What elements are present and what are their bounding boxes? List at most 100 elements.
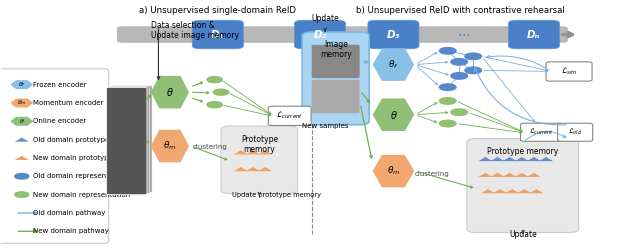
Text: $\theta_f$: $\theta_f$	[18, 80, 26, 89]
Polygon shape	[246, 150, 260, 154]
FancyBboxPatch shape	[107, 87, 147, 195]
Polygon shape	[15, 138, 29, 142]
Text: Old domain pathway: Old domain pathway	[33, 210, 106, 216]
Polygon shape	[515, 157, 529, 161]
Polygon shape	[10, 117, 33, 126]
Text: $\mathcal{L}_{old}$: $\mathcal{L}_{old}$	[568, 127, 582, 137]
Polygon shape	[517, 189, 531, 193]
FancyBboxPatch shape	[312, 80, 360, 113]
Circle shape	[465, 53, 481, 59]
Circle shape	[213, 89, 228, 95]
Polygon shape	[529, 189, 543, 193]
Polygon shape	[478, 173, 492, 177]
FancyBboxPatch shape	[467, 139, 579, 233]
FancyBboxPatch shape	[107, 87, 147, 195]
FancyBboxPatch shape	[557, 123, 593, 141]
Text: Dₙ: Dₙ	[527, 29, 541, 40]
Text: Update: Update	[311, 14, 339, 23]
Text: $\mathcal{L}_{current}$: $\mathcal{L}_{current}$	[276, 110, 303, 121]
Text: Prototype memory: Prototype memory	[488, 147, 559, 156]
FancyBboxPatch shape	[302, 32, 369, 125]
Text: $\theta_m$: $\theta_m$	[17, 99, 27, 107]
FancyBboxPatch shape	[221, 126, 298, 194]
Polygon shape	[505, 189, 519, 193]
Text: New domain prototype: New domain prototype	[33, 155, 113, 161]
Text: $\theta$: $\theta$	[166, 86, 174, 98]
Text: clustering: clustering	[415, 171, 449, 177]
FancyBboxPatch shape	[508, 20, 559, 49]
FancyBboxPatch shape	[112, 85, 152, 193]
Polygon shape	[246, 167, 260, 171]
Text: b) Unsupervised ReID with contrastive rehearsal: b) Unsupervised ReID with contrastive re…	[356, 6, 565, 15]
Polygon shape	[527, 173, 541, 177]
Text: Old domain representation: Old domain representation	[33, 173, 127, 179]
Polygon shape	[10, 80, 33, 89]
FancyBboxPatch shape	[109, 86, 150, 194]
Polygon shape	[478, 157, 492, 161]
Text: $\mathcal{L}_{sim}$: $\mathcal{L}_{sim}$	[561, 66, 577, 77]
Polygon shape	[234, 150, 248, 154]
Text: a) Unsupervised single-domain ReID: a) Unsupervised single-domain ReID	[140, 6, 296, 15]
Polygon shape	[539, 157, 553, 161]
Text: $\theta_m$: $\theta_m$	[387, 165, 400, 177]
Polygon shape	[481, 189, 495, 193]
Polygon shape	[490, 157, 504, 161]
Circle shape	[440, 120, 456, 127]
Polygon shape	[151, 130, 189, 162]
Circle shape	[440, 84, 456, 90]
Polygon shape	[234, 167, 248, 171]
Polygon shape	[258, 167, 272, 171]
Text: ⋯: ⋯	[458, 28, 470, 41]
Polygon shape	[372, 99, 414, 131]
Polygon shape	[490, 173, 504, 177]
FancyBboxPatch shape	[546, 62, 592, 81]
Text: Online encoder: Online encoder	[33, 118, 86, 124]
Circle shape	[451, 109, 467, 115]
FancyBboxPatch shape	[294, 20, 346, 49]
Text: $\theta$: $\theta$	[390, 109, 397, 121]
FancyBboxPatch shape	[312, 45, 360, 78]
Circle shape	[451, 58, 467, 65]
Polygon shape	[502, 173, 516, 177]
Text: Update prototype memory: Update prototype memory	[232, 193, 321, 198]
FancyBboxPatch shape	[268, 106, 311, 125]
Text: $\mathcal{L}_{current}$: $\mathcal{L}_{current}$	[529, 127, 554, 137]
Polygon shape	[10, 99, 33, 108]
Circle shape	[440, 98, 456, 104]
Polygon shape	[527, 157, 541, 161]
Circle shape	[15, 174, 29, 179]
Text: Data selection &
Update image memory: Data selection & Update image memory	[151, 21, 239, 40]
FancyBboxPatch shape	[520, 123, 563, 141]
FancyBboxPatch shape	[192, 20, 243, 49]
Text: Prototype
memory: Prototype memory	[241, 135, 278, 154]
Polygon shape	[372, 48, 414, 81]
Circle shape	[451, 73, 467, 79]
Text: D₂: D₂	[314, 29, 326, 40]
FancyBboxPatch shape	[368, 20, 419, 49]
Text: Frozen encoder: Frozen encoder	[33, 82, 87, 88]
Circle shape	[207, 77, 222, 83]
Polygon shape	[15, 156, 29, 160]
Text: clustering: clustering	[192, 144, 227, 150]
Text: D₁: D₁	[211, 29, 225, 40]
Text: New domain pathway: New domain pathway	[33, 228, 109, 234]
Text: New domain representation: New domain representation	[33, 192, 131, 198]
Polygon shape	[502, 157, 516, 161]
Text: New samples: New samples	[302, 123, 348, 130]
Polygon shape	[372, 155, 414, 187]
Polygon shape	[515, 173, 529, 177]
Polygon shape	[258, 150, 272, 154]
Text: Momentum encoder: Momentum encoder	[33, 100, 104, 106]
FancyBboxPatch shape	[117, 26, 568, 43]
Text: Image
memory: Image memory	[320, 40, 352, 59]
Text: D₃: D₃	[387, 29, 400, 40]
Text: $\theta$: $\theta$	[19, 117, 24, 125]
Text: $\theta_m$: $\theta_m$	[163, 140, 177, 152]
Circle shape	[207, 102, 222, 108]
Polygon shape	[151, 76, 189, 108]
Text: $\theta_f$: $\theta_f$	[388, 58, 399, 71]
Text: Old domain prototype: Old domain prototype	[33, 137, 109, 143]
Circle shape	[440, 48, 456, 54]
Text: Update: Update	[509, 230, 537, 239]
Polygon shape	[493, 189, 507, 193]
